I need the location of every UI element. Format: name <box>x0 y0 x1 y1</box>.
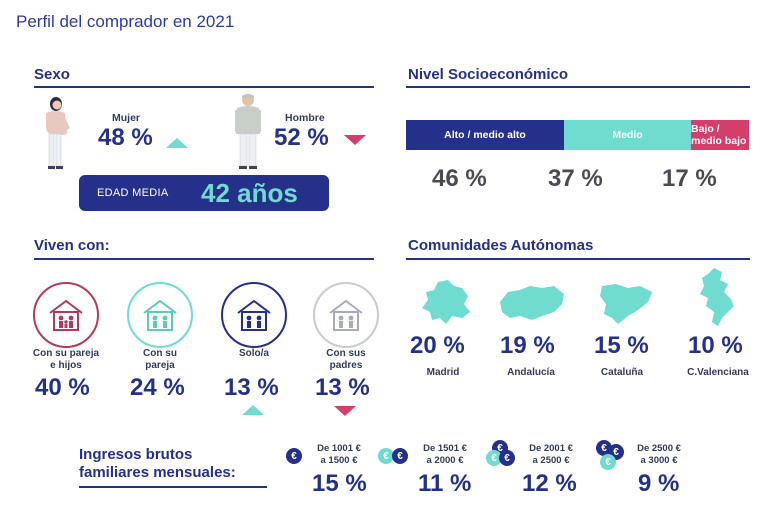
cataluna-label: Cataluña <box>600 367 644 378</box>
ingresos-pct-3: 12 % <box>522 470 577 497</box>
nivel-segment-medio: Medio <box>564 120 691 150</box>
trend-up-icon <box>166 138 188 148</box>
ingresos-title: Ingresos brutos familiares mensuales: <box>79 446 236 481</box>
nivel-pct-alto: 46 % <box>432 165 487 192</box>
nivel-title: Nivel Socioeconómico <box>408 66 569 83</box>
nivel-segment-alto: Alto / medio alto <box>406 120 564 150</box>
valencia-map-icon <box>700 268 734 326</box>
trend-up-icon <box>242 405 264 415</box>
single-house-icon <box>221 282 287 348</box>
andalucia-map-icon <box>500 286 564 320</box>
viven-label-1: Con su pareja e hijos <box>32 348 100 371</box>
viven-pct-2: 24 % <box>130 374 185 401</box>
woman-icon <box>46 97 70 169</box>
ingresos-pct-2: 11 % <box>418 470 472 497</box>
ingresos-rule <box>79 486 267 488</box>
trend-down-icon <box>344 135 366 145</box>
cataluna-map-icon <box>600 284 652 324</box>
madrid-pct: 20 % <box>410 332 465 359</box>
ingresos-range-1: De 1001 € a 1500 € <box>317 443 361 466</box>
mujer-pct: 48 % <box>98 124 153 151</box>
page-title: Perfil del comprador en 2021 <box>16 12 235 31</box>
mujer-label: Mujer <box>112 112 141 124</box>
madrid-map-icon <box>422 280 470 324</box>
nivel-pct-medio: 37 % <box>548 165 603 192</box>
ingresos-range-4: De 2500 € a 3000 € <box>637 443 681 466</box>
man-icon <box>235 94 261 169</box>
andalucia-label: Andalucía <box>507 367 555 378</box>
viven-pct-1: 40 % <box>35 374 90 401</box>
nivel-pct-bajo: 17 % <box>662 165 717 192</box>
nivel-rule <box>406 86 750 88</box>
comunidades-title: Comunidades Autónomas <box>408 237 594 254</box>
sexo-rule <box>34 86 374 88</box>
couple-house-icon <box>127 282 193 348</box>
cataluna-pct: 15 % <box>594 332 649 359</box>
ingresos-pct-4: 9 % <box>638 470 680 497</box>
edad-media-box: EDAD MEDIA 42 años <box>79 175 329 211</box>
valencia-pct: 10 % <box>688 332 743 359</box>
viven-title: Viven con: <box>34 237 110 254</box>
comunidades-rule <box>406 258 750 260</box>
ingresos-pct-1: 15 % <box>312 470 367 497</box>
edad-media-value: 42 años <box>201 178 298 208</box>
parents-house-icon <box>313 282 379 348</box>
valencia-label: C.Valenciana <box>687 367 749 378</box>
hombre-label: Hombre <box>285 112 325 124</box>
coins-icon: € € € <box>486 440 516 466</box>
viven-rule <box>34 258 374 260</box>
viven-label-2: Con su pareja <box>143 348 177 371</box>
viven-label-3: Solo/a <box>238 348 269 359</box>
sexo-title: Sexo <box>34 66 70 83</box>
coins-icon: € <box>286 446 308 466</box>
andalucia-pct: 19 % <box>500 332 555 359</box>
trend-down-icon <box>334 406 356 416</box>
edad-media-label: EDAD MEDIA <box>97 187 169 199</box>
madrid-label: Madrid <box>426 367 460 378</box>
coins-icon: € € <box>378 446 414 466</box>
viven-pct-3: 13 % <box>224 374 279 401</box>
viven-pct-4: 13 % <box>315 374 370 401</box>
ingresos-range-2: De 1501 € a 2000 € <box>423 443 467 466</box>
hombre-pct: 52 % <box>274 124 329 151</box>
nivel-bar: Alto / medio alto Medio Bajo / medio bajo <box>406 120 749 150</box>
family-house-icon <box>33 282 99 348</box>
viven-label-4: Con sus padres <box>326 348 366 371</box>
nivel-segment-bajo: Bajo / medio bajo <box>691 120 749 150</box>
coins-icon: € € € <box>596 440 626 470</box>
ingresos-range-3: De 2001 € a 2500 € <box>529 443 573 466</box>
